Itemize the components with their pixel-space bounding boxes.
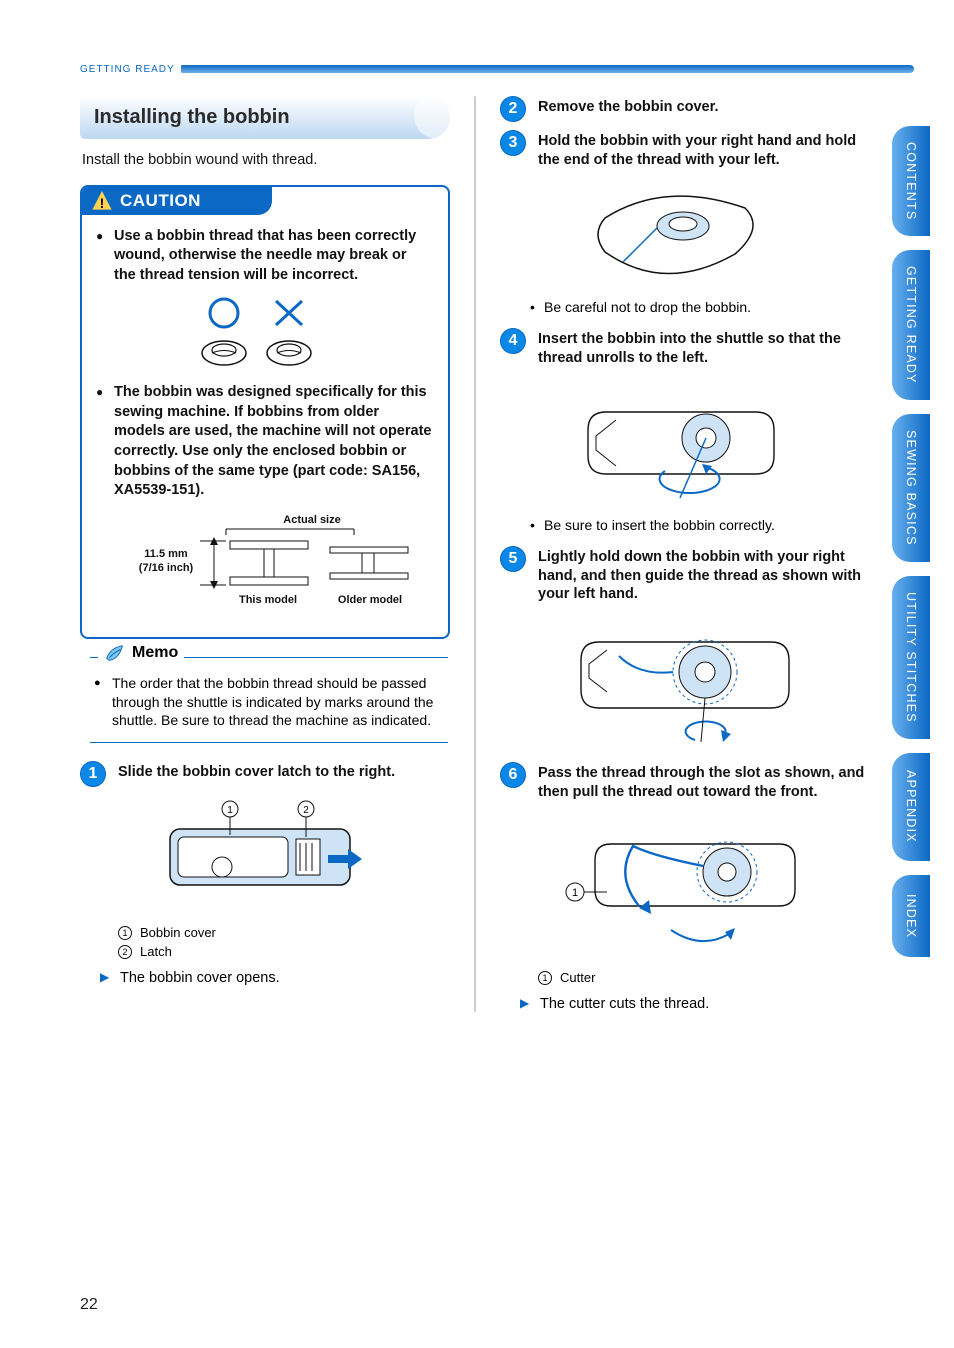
svg-text:2: 2 xyxy=(303,805,309,816)
step-instruction: Remove the bobbin cover. xyxy=(538,96,719,122)
caution-item: Use a bobbin thread that has been correc… xyxy=(96,227,432,286)
memo-icon xyxy=(104,642,126,664)
step-number: 5 xyxy=(500,546,526,572)
step-instruction: Lightly hold down the bobbin with your r… xyxy=(538,546,870,605)
step-instruction: Insert the bobbin into the shuttle so th… xyxy=(538,328,870,368)
this-model-label: This model xyxy=(239,594,297,606)
step-number: 4 xyxy=(500,328,526,354)
tab-contents[interactable]: CONTENTS xyxy=(892,126,930,236)
caution-label: CAUTION xyxy=(120,191,201,211)
older-model-label: Older model xyxy=(338,594,402,606)
dimension-mm: 11.5 mm xyxy=(144,548,188,560)
step-result: The bobbin cover opens. xyxy=(80,970,450,986)
warning-icon: ! xyxy=(92,191,112,211)
step-6: 6 Pass the thread through the slot as sh… xyxy=(500,762,870,802)
tab-utility-stitches[interactable]: UTILITY STITCHES xyxy=(892,576,930,739)
step6-figure: 1 xyxy=(500,810,870,960)
caution-header: ! CAUTION xyxy=(82,187,272,215)
step1-figure: 1 2 xyxy=(80,795,450,915)
step-number: 3 xyxy=(500,130,526,156)
caution-box: ! CAUTION Use a bobbin thread that has b… xyxy=(80,185,450,639)
memo-label: Memo xyxy=(132,644,178,662)
svg-text:1: 1 xyxy=(572,887,578,899)
section-heading: Installing the bobbin xyxy=(80,96,450,139)
caution-figure-ok-ng xyxy=(96,295,432,373)
memo-box: Memo The order that the bobbin thread sh… xyxy=(90,657,448,744)
memo-text: The order that the bobbin thread should … xyxy=(94,674,444,731)
intro-text: Install the bobbin wound with thread. xyxy=(82,151,450,171)
figure-key-item: 1Bobbin cover xyxy=(80,925,450,941)
figure-key-item: 1Cutter xyxy=(500,970,870,986)
step-note: Be sure to insert the bobbin correctly. xyxy=(500,516,870,534)
step-1: 1 Slide the bobbin cover latch to the ri… xyxy=(80,761,450,787)
step-4: 4 Insert the bobbin into the shuttle so … xyxy=(500,328,870,368)
side-tabs: CONTENTS GETTING READY SEWING BASICS UTI… xyxy=(892,126,930,957)
tab-appendix[interactable]: APPENDIX xyxy=(892,753,930,861)
chapter-rule xyxy=(181,65,914,73)
caution-figure-sizes: Actual size xyxy=(96,511,432,611)
step-result: The cutter cuts the thread. xyxy=(500,996,870,1012)
column-divider xyxy=(474,96,476,1012)
step4-figure xyxy=(500,376,870,506)
tab-sewing-basics[interactable]: SEWING BASICS xyxy=(892,414,930,562)
chapter-header: GETTING READY xyxy=(80,60,914,78)
step-2: 2 Remove the bobbin cover. xyxy=(500,96,870,122)
section-title: Installing the bobbin xyxy=(94,106,436,129)
actual-size-label: Actual size xyxy=(283,514,340,526)
step-number: 2 xyxy=(500,96,526,122)
dimension-in: (7/16 inch) xyxy=(139,562,194,574)
svg-text:1: 1 xyxy=(227,805,233,816)
tab-index[interactable]: INDEX xyxy=(892,875,930,957)
caution-item: The bobbin was designed specifically for… xyxy=(96,383,432,500)
step-number: 6 xyxy=(500,762,526,788)
step-3: 3 Hold the bobbin with your right hand a… xyxy=(500,130,870,170)
step-5: 5 Lightly hold down the bobbin with your… xyxy=(500,546,870,605)
step-instruction: Hold the bobbin with your right hand and… xyxy=(538,130,870,170)
tab-getting-ready[interactable]: GETTING READY xyxy=(892,250,930,400)
step5-figure xyxy=(500,612,870,752)
step-instruction: Pass the thread through the slot as show… xyxy=(538,762,870,802)
figure-key-item: 2Latch xyxy=(80,944,450,960)
page-number: 22 xyxy=(80,1296,98,1314)
memo-header: Memo xyxy=(98,642,184,664)
chapter-label: GETTING READY xyxy=(80,64,181,75)
step-note: Be careful not to drop the bobbin. xyxy=(500,298,870,316)
step-number: 1 xyxy=(80,761,106,787)
step-instruction: Slide the bobbin cover latch to the righ… xyxy=(118,761,395,787)
step3-figure xyxy=(500,178,870,288)
